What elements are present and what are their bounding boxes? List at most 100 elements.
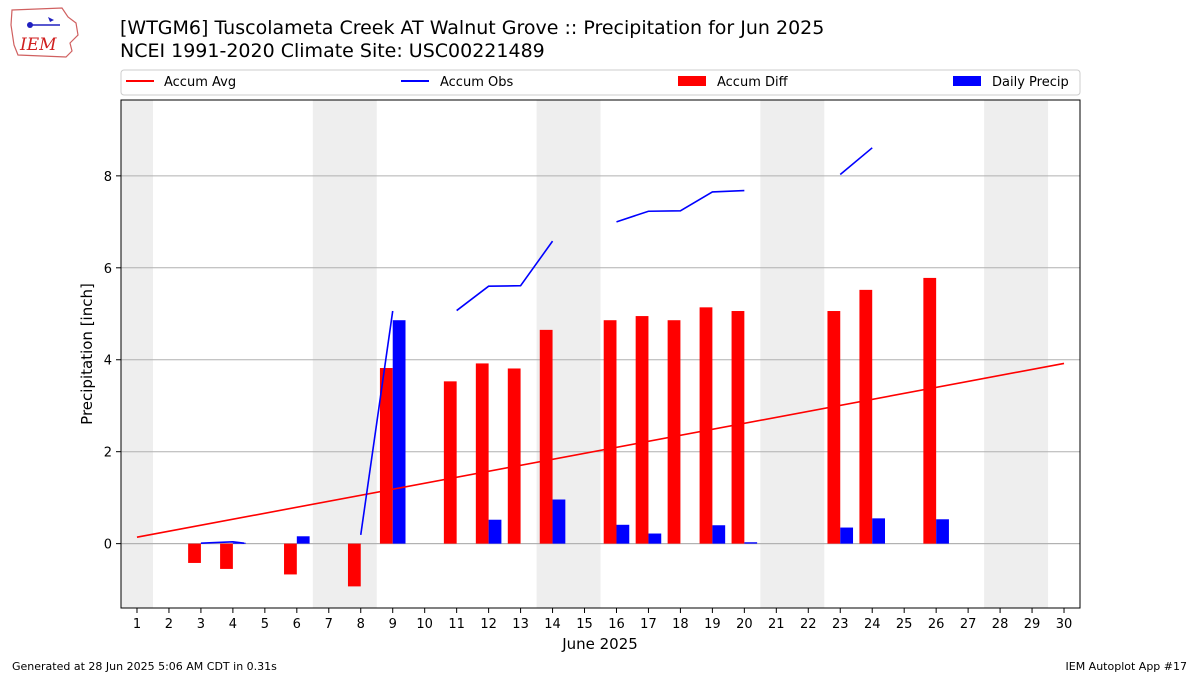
x-tick-label: 22 <box>800 617 817 632</box>
accum-avg-line <box>136 362 1065 538</box>
legend-swatch-accum-diff <box>678 76 706 86</box>
daily-precip-bar <box>296 536 310 544</box>
x-tick-label: 7 <box>325 617 333 632</box>
x-tick-label: 14 <box>544 617 561 632</box>
legend-label-accum-avg: Accum Avg <box>164 75 236 90</box>
x-tick-label: 10 <box>416 617 433 632</box>
daily-precip-bar <box>616 524 630 544</box>
y-tick-label: 4 <box>104 354 112 369</box>
accum-obs-segment <box>616 189 745 223</box>
daily-precip-bar <box>712 525 726 544</box>
x-tick-label: 1 <box>133 617 141 632</box>
accum-diff-bar <box>475 363 489 544</box>
daily-precip-bar <box>936 519 949 544</box>
daily-precip-bar <box>872 518 886 544</box>
x-tick-label: 5 <box>261 617 269 632</box>
x-tick-label: 16 <box>608 617 625 632</box>
accum-diff-bar <box>443 381 457 544</box>
accum-obs-segment <box>456 240 554 312</box>
accum-avg-line <box>136 362 1065 538</box>
accum-diff-bar <box>859 289 873 544</box>
x-tick-label: 6 <box>293 617 301 632</box>
weekend-shade-band <box>760 100 825 608</box>
accum-diff-bar <box>539 329 553 544</box>
legend-label-accum-diff: Accum Diff <box>717 75 789 90</box>
x-tick-label: 27 <box>960 617 977 632</box>
x-tick-label: 8 <box>357 617 365 632</box>
accum-diff-bar <box>635 316 649 544</box>
daily-precip-bar <box>840 527 854 544</box>
logo-text: IEM <box>19 35 57 55</box>
accum-diff-bar <box>220 543 233 569</box>
accum-diff-bars <box>188 277 937 587</box>
daily-precip-bar <box>552 499 566 544</box>
x-tick-label: 9 <box>389 617 397 632</box>
chart-subtitle: NCEI 1991-2020 Climate Site: USC00221489 <box>120 40 545 62</box>
legend-label-accum-obs: Accum Obs <box>440 75 513 90</box>
iem-logo: IEM <box>10 7 79 58</box>
x-tick-label: 25 <box>896 617 913 632</box>
legend-swatch-daily-precip <box>953 76 981 86</box>
y-tick-label: 0 <box>104 538 112 553</box>
daily-precip-bar <box>392 320 406 544</box>
weather-station-icon <box>27 22 33 28</box>
legend: Accum Avg Accum Obs Accum Diff Daily Pre… <box>120 69 1081 96</box>
accum-diff-bar <box>188 543 201 563</box>
chart-title: [WTGM6] Tuscolameta Creek AT Walnut Grov… <box>120 17 825 39</box>
x-tick-label: 17 <box>640 617 657 632</box>
x-tick-label: 11 <box>448 617 465 632</box>
accum-diff-bar <box>731 311 745 544</box>
x-tick-label: 28 <box>992 617 1009 632</box>
weekend-shade-band <box>984 100 1049 608</box>
x-tick-label: 3 <box>197 617 205 632</box>
x-tick-label: 23 <box>832 617 849 632</box>
accum-obs-segment <box>839 147 873 176</box>
accum-obs-segment <box>359 310 394 536</box>
y-axis-ticks: 0 2 4 6 8 <box>104 170 121 553</box>
y-tick-label: 2 <box>104 446 112 461</box>
x-tick-label: 19 <box>704 617 721 632</box>
windvane-icon <box>48 17 54 22</box>
x-axis-label: June 2025 <box>561 635 638 653</box>
weekend-shade-band <box>312 100 377 608</box>
y-tick-label: 6 <box>104 262 112 277</box>
accum-diff-bar <box>923 277 937 544</box>
x-tick-label: 24 <box>864 617 881 632</box>
x-tick-label: 20 <box>736 617 753 632</box>
y-tick-label: 8 <box>104 170 112 185</box>
accum-obs-segment <box>200 540 245 544</box>
daily-precip-bar <box>744 542 758 544</box>
x-tick-label: 15 <box>576 617 593 632</box>
y-axis-label: Precipitation [inch] <box>78 283 96 425</box>
x-tick-label: 2 <box>165 617 173 632</box>
accum-diff-bar <box>603 320 617 544</box>
x-tick-label: 4 <box>229 617 237 632</box>
x-axis-ticks: 1 2 3 4 5 6 7 8 9 10 11 12 13 14 15 16 17 18 19 20 21 22 23 24 2… <box>133 608 1072 632</box>
accum-diff-bar <box>284 543 297 575</box>
accum-obs-line <box>200 147 873 544</box>
accum-diff-bar <box>347 543 361 587</box>
x-tick-label: 18 <box>672 617 689 632</box>
iowa-outline <box>10 7 79 58</box>
accum-diff-bar <box>379 368 393 544</box>
footer-app-text: IEM Autoplot App #17 <box>1065 660 1188 673</box>
weekend-shade-band <box>121 100 153 608</box>
accum-diff-bar <box>699 307 713 544</box>
x-tick-label: 29 <box>1024 617 1041 632</box>
plot-frame <box>120 99 1081 609</box>
daily-precip-bar <box>648 533 662 544</box>
daily-precip-bars <box>232 320 949 544</box>
legend-label-daily-precip: Daily Precip <box>992 75 1069 90</box>
daily-precip-bar <box>488 519 502 544</box>
footer-generated-text: Generated at 28 Jun 2025 5:06 AM CDT in … <box>12 660 277 673</box>
accum-diff-bar <box>507 368 521 544</box>
legend-frame <box>120 69 1081 96</box>
x-tick-label: 12 <box>480 617 497 632</box>
x-tick-label: 13 <box>512 617 529 632</box>
x-tick-label: 26 <box>928 617 945 632</box>
accum-diff-bar <box>827 311 841 544</box>
x-tick-label: 21 <box>768 617 785 632</box>
accum-diff-bar <box>667 320 681 544</box>
x-tick-label: 30 <box>1056 617 1073 632</box>
